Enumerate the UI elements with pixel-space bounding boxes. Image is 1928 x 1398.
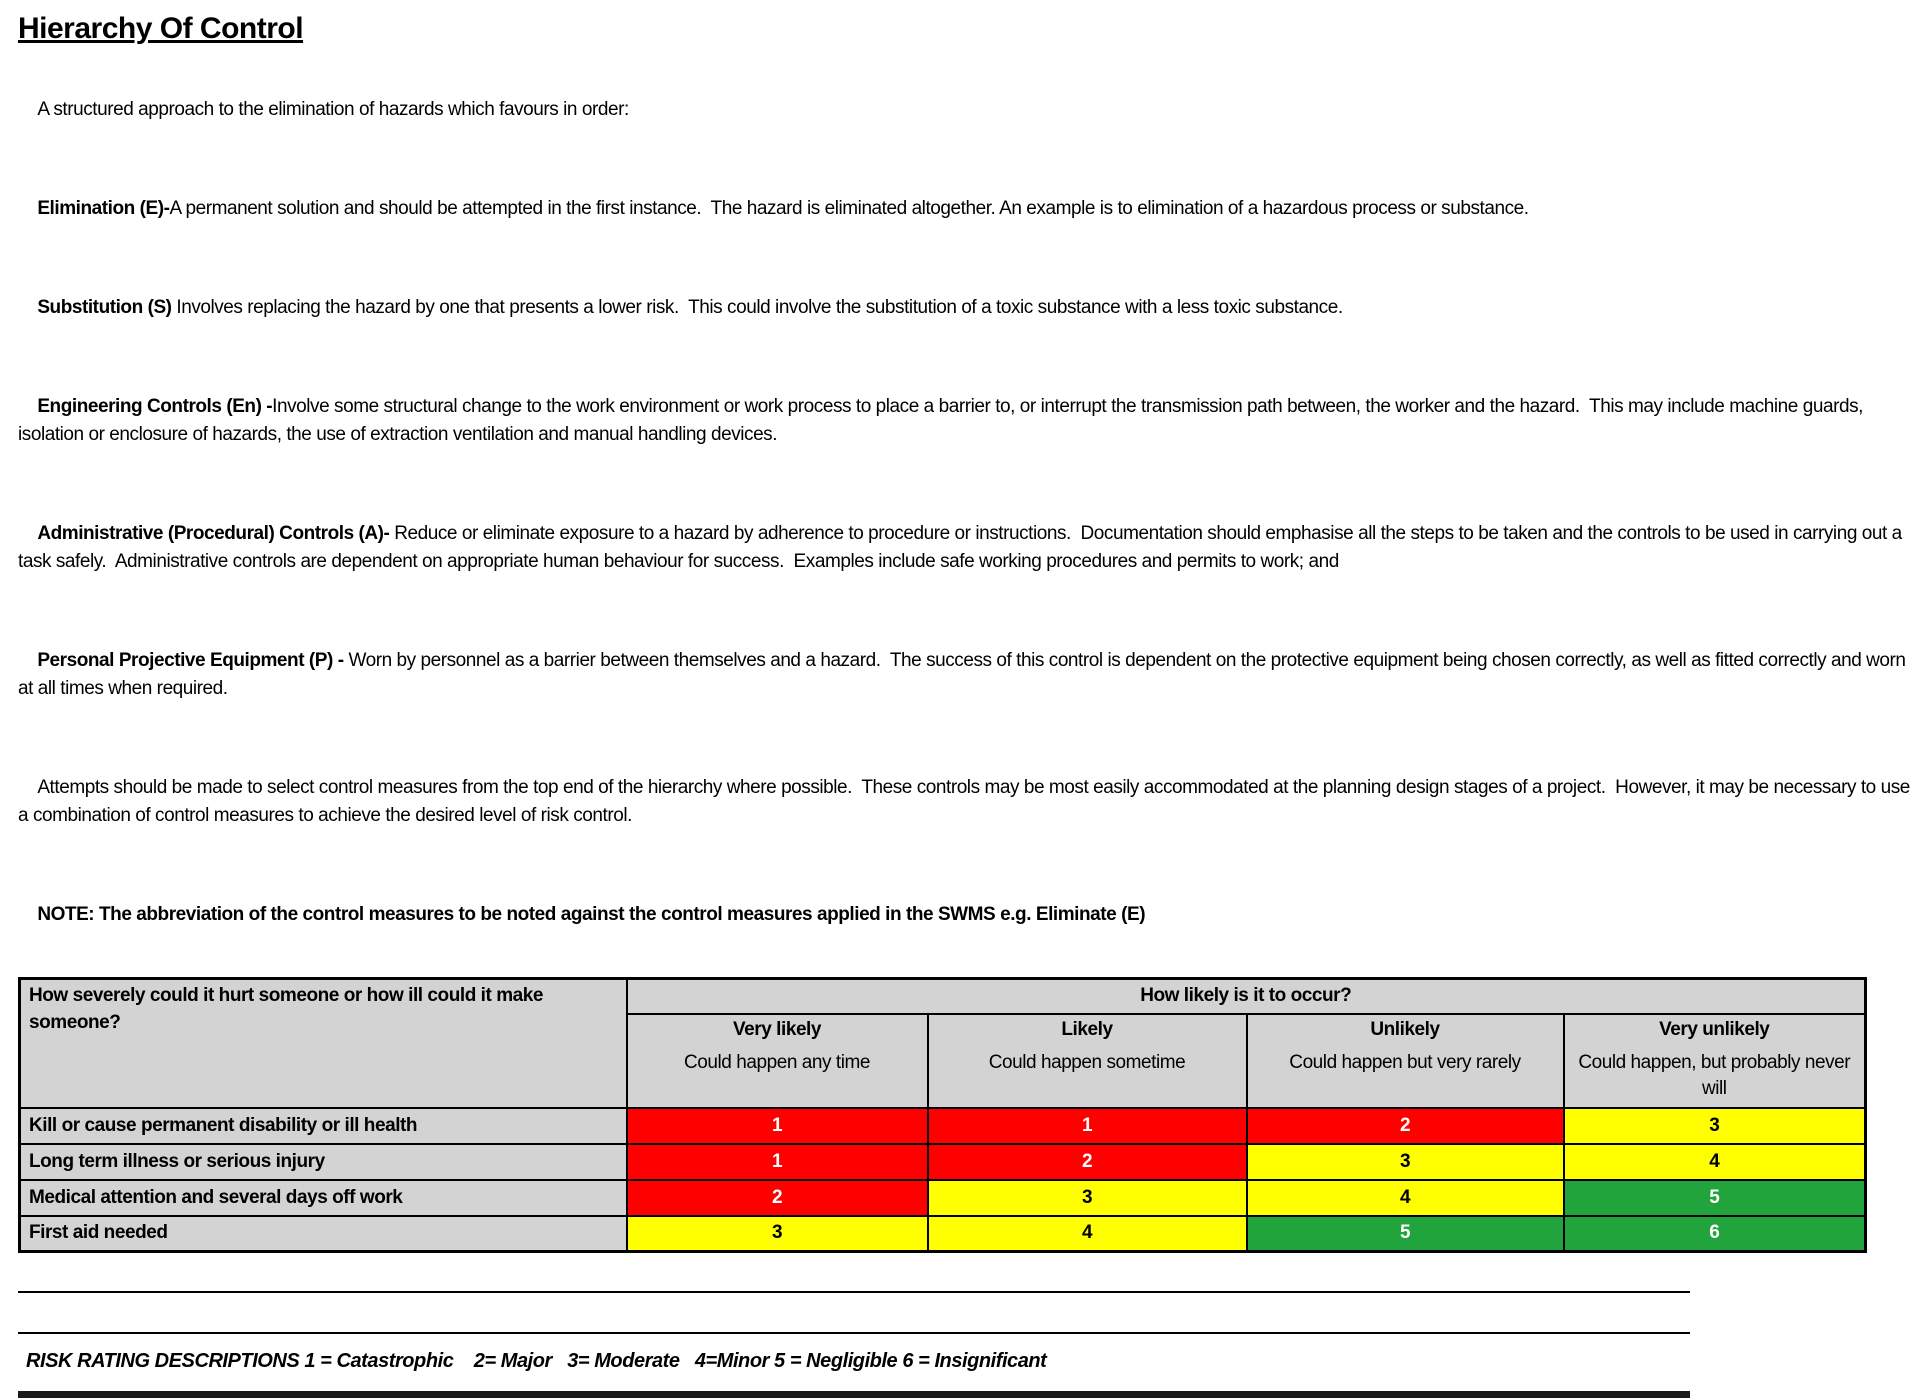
elimination-lead: Elimination (E)- — [37, 198, 170, 219]
substitution-lead: Substitution (S) — [37, 297, 177, 318]
administrative-controls-lead: Administrative (Procedural) Controls (A)… — [37, 523, 395, 544]
matrix-cell: 1 — [625, 1106, 929, 1145]
likelihood-col-very-unlikely: Very unlikely Could happen, but probably… — [1562, 1012, 1867, 1109]
col-label: Very likely — [732, 1018, 822, 1040]
page-title: Hierarchy Of Control — [18, 12, 304, 45]
matrix-cell: 1 — [926, 1106, 1248, 1145]
col-sublabel: Could happen any time — [684, 1051, 870, 1073]
table-row: Kill or cause permanent disability or il… — [18, 1106, 1867, 1145]
matrix-cell: 1 — [625, 1142, 929, 1181]
paragraph-ppe: Personal Projective Equipment (P) - Worn… — [18, 619, 1910, 731]
table-row: Long term illness or serious injury 1 2 … — [18, 1142, 1867, 1181]
paragraph-elimination: Elimination (E)-A permanent solution and… — [18, 167, 1910, 251]
table-row: First aid needed 3 4 5 6 — [18, 1214, 1867, 1253]
paragraph-control-selection: Attempts should be made to select contro… — [18, 746, 1910, 858]
paragraph-substitution: Substitution (S) Involves replacing the … — [18, 266, 1910, 350]
control-selection-text: Attempts should be made to select contro… — [18, 777, 1915, 826]
elimination-text: A permanent solution and should be attem… — [169, 198, 1529, 219]
matrix-cell: 3 — [1562, 1106, 1867, 1145]
intro-paragraph: A structured approach to the elimination… — [18, 68, 1910, 152]
risk-rating-descriptions: RISK RATING DESCRIPTIONS 1 = Catastrophi… — [26, 1350, 1047, 1372]
col-label: Likely — [1061, 1018, 1113, 1040]
matrix-cell: 2 — [1245, 1106, 1565, 1145]
row-label-medical-attention: Medical attention and several days off w… — [18, 1178, 628, 1217]
note-text: NOTE: The abbreviation of the control me… — [37, 904, 1146, 925]
matrix-cell: 2 — [926, 1142, 1248, 1181]
matrix-cell: 3 — [625, 1214, 929, 1253]
col-sublabel: Could happen sometime — [988, 1051, 1186, 1073]
likelihood-col-likely: Likely Could happen sometime — [926, 1012, 1248, 1109]
engineering-controls-text: Involve some structural change to the wo… — [18, 396, 1868, 445]
matrix-cell: 5 — [1245, 1214, 1565, 1253]
col-label: Unlikely — [1370, 1018, 1440, 1040]
separator-line-bottom — [18, 1332, 1690, 1334]
intro-text: A structured approach to the elimination… — [37, 99, 629, 120]
severity-header-cell: How severely could it hurt someone or ho… — [18, 977, 628, 1109]
engineering-controls-lead: Engineering Controls (En) - — [37, 396, 273, 417]
matrix-cell: 4 — [1562, 1142, 1867, 1181]
matrix-cell: 2 — [625, 1178, 929, 1217]
col-sublabel: Could happen, but probably never will — [1578, 1051, 1851, 1099]
paragraph-engineering-controls: Engineering Controls (En) -Involve some … — [18, 365, 1910, 477]
matrix-cell: 4 — [1245, 1178, 1565, 1217]
separator-line-top — [18, 1291, 1690, 1293]
likelihood-col-very-likely: Very likely Could happen any time — [625, 1012, 929, 1109]
ppe-text: Worn by personnel as a barrier between t… — [18, 650, 1911, 699]
row-label-kill-or-disability: Kill or cause permanent disability or il… — [18, 1106, 628, 1145]
matrix-cell: 3 — [1245, 1142, 1565, 1181]
risk-matrix-table: How severely could it hurt someone or ho… — [18, 977, 1868, 1253]
matrix-cell: 5 — [1562, 1178, 1867, 1217]
likelihood-col-unlikely: Unlikely Could happen but very rarely — [1245, 1012, 1565, 1109]
table-row: Medical attention and several days off w… — [18, 1178, 1867, 1217]
paragraph-administrative-controls: Administrative (Procedural) Controls (A)… — [18, 492, 1910, 604]
col-sublabel: Could happen but very rarely — [1289, 1051, 1521, 1073]
col-label: Very unlikely — [1659, 1018, 1770, 1040]
row-label-long-term-illness: Long term illness or serious injury — [18, 1142, 628, 1181]
matrix-cell: 6 — [1562, 1214, 1867, 1253]
note-paragraph: NOTE: The abbreviation of the control me… — [18, 873, 1910, 957]
matrix-cell: 4 — [926, 1214, 1248, 1253]
matrix-cell: 3 — [926, 1178, 1248, 1217]
ppe-lead: Personal Projective Equipment (P) - — [37, 650, 349, 671]
bottom-border-line — [18, 1391, 1690, 1398]
administrative-controls-text: Reduce or eliminate exposure to a hazard… — [18, 523, 1907, 572]
row-label-first-aid: First aid needed — [18, 1214, 628, 1253]
substitution-text: Involves replacing the hazard by one tha… — [176, 297, 1343, 318]
